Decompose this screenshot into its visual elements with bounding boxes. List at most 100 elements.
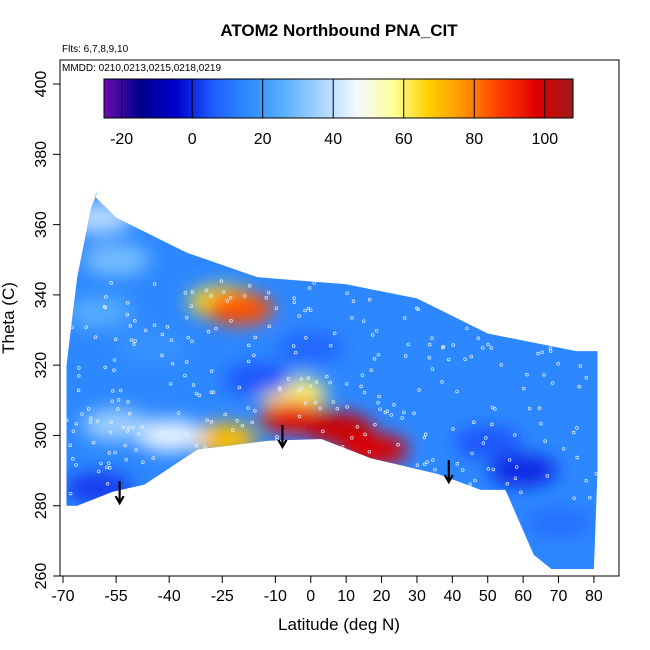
sample-point: [355, 424, 360, 429]
colorbar: -20 0 20 40 60 80 100: [103, 78, 574, 148]
sample-point: [345, 405, 349, 409]
sample-point: [374, 328, 379, 333]
sample-point: [71, 457, 75, 461]
sample-point: [430, 458, 435, 462]
sample-point: [299, 377, 304, 381]
field-cell: [276, 331, 345, 364]
sample-point: [328, 380, 332, 385]
sample-point: [185, 432, 189, 436]
sample-point: [575, 426, 579, 430]
sample-point: [253, 335, 257, 340]
sample-point: [209, 420, 214, 424]
sample-points: [65, 279, 599, 501]
sample-point: [350, 315, 354, 320]
x-axis: -70 -55 -40 -25 -10 0 10 20 30 40 50 60 70 80: [51, 576, 603, 605]
sample-point: [489, 346, 493, 350]
sample-point: [372, 357, 377, 361]
sample-point: [441, 345, 445, 350]
sample-point: [451, 427, 455, 431]
sample-point: [542, 373, 546, 377]
sample-point: [480, 345, 485, 350]
sample-point: [572, 496, 576, 501]
sample-point: [367, 450, 372, 454]
dates-label: MMDD: 0210,0213,0215,0218,0219: [62, 63, 221, 74]
sample-point: [548, 346, 553, 350]
sample-point: [473, 478, 477, 483]
sample-point: [225, 299, 230, 303]
sample-point: [513, 433, 517, 437]
sample-point: [402, 410, 406, 415]
sample-point: [70, 325, 74, 330]
sample-point: [68, 491, 73, 496]
sample-point: [209, 369, 214, 373]
sample-point: [223, 412, 227, 417]
sample-point: [427, 342, 432, 347]
sample-point: [400, 416, 404, 420]
sample-point: [118, 388, 123, 393]
sample-point: [160, 332, 165, 337]
sample-point: [344, 382, 349, 386]
sample-point: [550, 381, 555, 385]
field-cell: [82, 243, 151, 276]
x-tick-label: 60: [514, 588, 532, 605]
sample-point: [430, 336, 434, 340]
sample-point: [71, 429, 76, 433]
colorbar-tick-label: 80: [465, 131, 483, 148]
sample-point: [170, 361, 175, 366]
sample-point: [514, 465, 519, 469]
sample-point: [297, 414, 302, 419]
colorbar-gradient: [103, 78, 574, 119]
sample-point: [328, 343, 333, 348]
sample-point: [89, 416, 93, 421]
sample-point: [109, 281, 113, 285]
sample-point: [325, 374, 329, 379]
sample-point: [143, 328, 148, 333]
sample-point: [299, 386, 304, 391]
x-tick-label: 0: [306, 588, 315, 605]
sample-point: [189, 304, 194, 308]
colorbar-tick-label: -20: [110, 131, 133, 148]
sample-point: [74, 421, 79, 426]
sample-point: [183, 291, 188, 295]
sample-point: [214, 326, 218, 331]
sample-point: [308, 308, 313, 312]
sample-point: [74, 463, 78, 467]
sample-point: [536, 351, 540, 356]
sample-point: [539, 421, 543, 426]
sample-point: [363, 432, 367, 437]
y-tick-label: 300: [33, 422, 50, 449]
arrow-markers: [114, 424, 454, 506]
sample-point: [168, 381, 173, 386]
field-cell: [489, 454, 558, 487]
colorbar-tick-label: 100: [531, 131, 558, 148]
sample-point: [194, 443, 199, 448]
sample-point: [414, 306, 419, 311]
x-tick-label: 20: [373, 588, 391, 605]
sample-point: [125, 429, 130, 433]
sample-point: [470, 451, 474, 455]
sample-point: [491, 467, 496, 472]
sample-point: [468, 482, 473, 486]
sample-point: [209, 294, 213, 298]
sample-point: [112, 358, 117, 362]
y-tick-label: 340: [33, 281, 50, 308]
sample-point: [340, 444, 345, 449]
sample-point: [161, 430, 165, 435]
field-cell: [66, 296, 133, 329]
sample-point: [128, 324, 133, 328]
sample-point: [490, 405, 495, 410]
sample-point: [359, 384, 363, 389]
sample-point: [306, 376, 311, 380]
field-cell: [453, 426, 522, 459]
y-tick-label: 400: [33, 71, 50, 98]
sample-point: [252, 353, 256, 358]
sample-point: [369, 368, 373, 372]
y-tick-label: 280: [33, 492, 50, 519]
x-tick-label: 40: [443, 588, 461, 605]
sample-point: [362, 390, 367, 395]
sample-point: [242, 294, 247, 298]
sample-point: [190, 339, 194, 344]
sample-point: [111, 389, 115, 393]
sample-point: [126, 400, 130, 404]
